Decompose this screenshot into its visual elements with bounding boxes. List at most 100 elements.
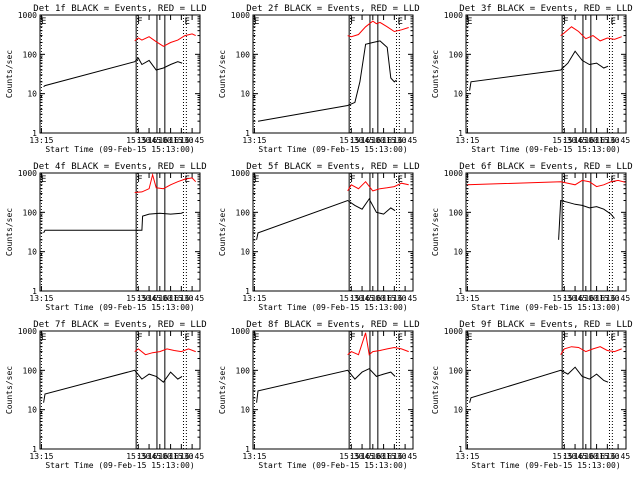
x-tick-label: 15:30 [339, 294, 363, 303]
panel-title: Det 3f BLACK = Events, RED = LLD [459, 4, 632, 14]
y-tick-label: 1 [245, 445, 250, 454]
x-tick-label: 13:15 [29, 452, 53, 461]
x-tick-label: 16:15 [372, 294, 396, 303]
series-line-lld [560, 346, 622, 355]
x-tick-label: 15:30 [552, 452, 576, 461]
panel-title: Det 7f BLACK = Events, RED = LLD [33, 320, 206, 330]
panel-title: Det 6f BLACK = Events, RED = LLD [459, 162, 632, 172]
x-tick-label: 16:45 [606, 136, 630, 145]
x-tick-label: 15:30 [339, 452, 363, 461]
plot-frame [465, 14, 627, 134]
y-tick-label: 1 [32, 445, 37, 454]
x-tick-label: 16:00 [148, 294, 172, 303]
y-tick-label: 10 [453, 90, 463, 99]
x-tick-label: 13:15 [29, 136, 53, 145]
y-tick-label: 10 [27, 90, 37, 99]
y-tick-label: 1 [245, 129, 250, 138]
annotation-label: E [254, 175, 259, 185]
series-line-lld [347, 332, 409, 356]
series-line-lld [134, 172, 197, 193]
x-tick-label: 16:45 [393, 294, 417, 303]
y-tick-label: 1 [458, 287, 463, 296]
x-tick-label: 15:30 [552, 136, 576, 145]
x-tick-label: 16:00 [361, 452, 385, 461]
y-tick-label: 10 [240, 406, 250, 415]
annotation-label: E [397, 175, 402, 185]
x-tick-label: 15:45 [563, 294, 587, 303]
annotation-label: F [137, 333, 142, 343]
x-tick-label: 16:15 [585, 136, 609, 145]
x-tick-label: 15:30 [126, 136, 150, 145]
x-tick-label: 16:45 [393, 136, 417, 145]
y-tick-label: 1000 [231, 327, 250, 336]
plot-frame [252, 172, 414, 292]
y-axis-label: Counts/sec [218, 208, 227, 256]
y-tick-label: 100 [23, 366, 38, 375]
y-tick-label: 100 [449, 50, 464, 59]
panel-title: Det 8f BLACK = Events, RED = LLD [246, 320, 419, 330]
x-tick-label: 16:30 [595, 452, 619, 461]
x-tick-label: 16:30 [595, 136, 619, 145]
annotation-label: E [41, 17, 46, 27]
x-tick-label: 16:45 [180, 294, 204, 303]
plot-frame [39, 330, 201, 450]
y-tick-label: 100 [23, 50, 38, 59]
y-tick-label: 10 [453, 406, 463, 415]
annotation-label: E [184, 17, 189, 27]
x-axis-label: Start Time (09-Feb-15 15:13:00) [471, 303, 620, 312]
series-line-events [469, 50, 609, 91]
x-tick-label: 13:15 [29, 294, 53, 303]
x-tick-label: 16:45 [606, 452, 630, 461]
y-tick-label: 1000 [18, 327, 37, 336]
panel-title: Det 1f BLACK = Events, RED = LLD [33, 4, 206, 14]
x-axis-label: Start Time (09-Feb-15 15:13:00) [45, 461, 194, 470]
x-tick-label: 16:00 [148, 136, 172, 145]
panel-title: Det 4f BLACK = Events, RED = LLD [33, 162, 206, 172]
series-line-events [558, 199, 615, 240]
x-tick-label: 15:30 [126, 294, 150, 303]
x-tick-label: 16:15 [585, 294, 609, 303]
y-axis-label: Counts/sec [5, 366, 14, 414]
x-tick-label: 16:45 [180, 452, 204, 461]
x-tick-label: 13:15 [242, 136, 266, 145]
annotation-label: E [41, 175, 46, 185]
annotation-label: E [254, 17, 259, 27]
x-tick-label: 16:00 [361, 294, 385, 303]
plot-frame [39, 172, 201, 292]
y-tick-label: 1 [458, 445, 463, 454]
x-tick-label: 15:45 [563, 136, 587, 145]
x-tick-label: 16:45 [393, 452, 417, 461]
x-tick-label: 16:00 [574, 452, 598, 461]
x-tick-label: 16:00 [574, 294, 598, 303]
x-axis-label: Start Time (09-Feb-15 15:13:00) [471, 145, 620, 154]
annotation-label: F [350, 17, 355, 27]
plot-frame [39, 14, 201, 134]
series-line-events [256, 368, 396, 403]
series-line-events [256, 197, 396, 240]
annotation-label: E [610, 333, 615, 343]
annotation-label: E [397, 17, 402, 27]
x-axis-label: Start Time (09-Feb-15 15:13:00) [45, 303, 194, 312]
y-tick-label: 100 [236, 208, 251, 217]
x-axis-label: Start Time (09-Feb-15 15:13:00) [258, 461, 407, 470]
y-tick-label: 10 [27, 248, 37, 257]
x-tick-label: 16:30 [382, 452, 406, 461]
y-tick-label: 100 [236, 366, 251, 375]
series-line-lld [347, 20, 409, 38]
x-tick-label: 15:45 [350, 452, 374, 461]
y-tick-label: 100 [449, 366, 464, 375]
series-line-lld [134, 33, 196, 47]
x-tick-label: 16:30 [382, 294, 406, 303]
x-tick-label: 16:45 [180, 136, 204, 145]
x-tick-label: 13:15 [242, 294, 266, 303]
panel-title: Det 5f BLACK = Events, RED = LLD [246, 162, 419, 172]
x-tick-label: 16:00 [361, 136, 385, 145]
